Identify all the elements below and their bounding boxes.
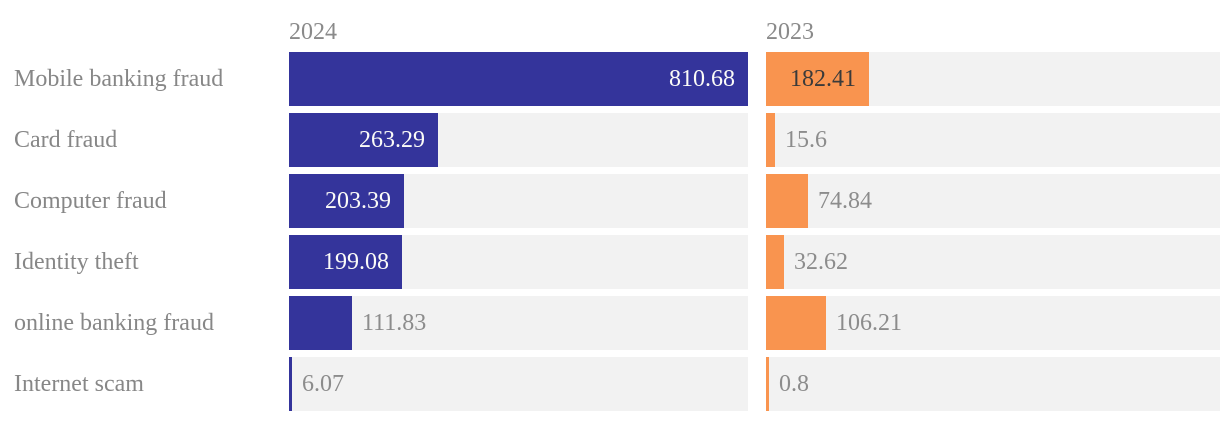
value-label: 263.29 xyxy=(359,126,425,153)
bar-track-2023: 182.41 xyxy=(766,52,1220,106)
bar-2023 xyxy=(766,174,808,228)
series-header-2023: 2023 xyxy=(766,18,814,45)
value-label: 182.41 xyxy=(790,65,856,92)
chart-rows: Mobile banking fraud 810.68 182.41 Card fra… xyxy=(0,52,1220,411)
value-label: 199.08 xyxy=(323,248,389,275)
bar-track-2023: 74.84 xyxy=(766,174,1220,228)
chart-row: Internet scam 6.07 0.8 xyxy=(0,357,1220,411)
value-label: 32.62 xyxy=(794,248,848,275)
value-label: 203.39 xyxy=(325,187,391,214)
bar-2024 xyxy=(289,235,402,289)
bar-track-2024: 810.68 xyxy=(289,52,748,106)
bar-2024 xyxy=(289,52,748,106)
bar-2023 xyxy=(766,357,769,411)
category-label: Identity theft xyxy=(14,248,139,275)
bar-track-2023: 32.62 xyxy=(766,235,1220,289)
bar-2024 xyxy=(289,296,352,350)
series-header-2024: 2024 xyxy=(289,18,337,45)
bar-track-2023: 106.21 xyxy=(766,296,1220,350)
bar-2023 xyxy=(766,52,869,106)
category-label: Card fraud xyxy=(14,126,118,153)
category-label: Computer fraud xyxy=(14,187,167,214)
category-label: Mobile banking fraud xyxy=(14,65,224,92)
bar-track-2023: 15.6 xyxy=(766,113,1220,167)
bar-track-2024: 6.07 xyxy=(289,357,748,411)
value-label: 15.6 xyxy=(785,126,827,153)
bar-track-2024: 199.08 xyxy=(289,235,748,289)
bar-2023 xyxy=(766,296,826,350)
bar-track-2024: 263.29 xyxy=(289,113,748,167)
chart-row: online banking fraud 111.83 106.21 xyxy=(0,296,1220,350)
bar-2024 xyxy=(289,113,438,167)
value-label: 111.83 xyxy=(362,309,427,336)
value-label: 74.84 xyxy=(818,187,872,214)
category-label: online banking fraud xyxy=(14,309,214,336)
value-label: 810.68 xyxy=(669,65,735,92)
chart-row: Computer fraud 203.39 74.84 xyxy=(0,174,1220,228)
category-label: Internet scam xyxy=(14,370,144,397)
chart-row: Identity theft 199.08 32.62 xyxy=(0,235,1220,289)
chart-header-row: 2024 2023 xyxy=(0,0,1220,52)
bar-2024 xyxy=(289,174,404,228)
chart-row: Mobile banking fraud 810.68 182.41 xyxy=(0,52,1220,106)
bar-track-2024: 111.83 xyxy=(289,296,748,350)
bar-2023 xyxy=(766,113,775,167)
bar-track-2024: 203.39 xyxy=(289,174,748,228)
bar-track-2023: 0.8 xyxy=(766,357,1220,411)
bar-2024 xyxy=(289,357,292,411)
value-label: 106.21 xyxy=(836,309,902,336)
value-label: 0.8 xyxy=(779,370,809,397)
chart-row: Card fraud 263.29 15.6 xyxy=(0,113,1220,167)
bar-2023 xyxy=(766,235,784,289)
value-label: 6.07 xyxy=(302,370,344,397)
